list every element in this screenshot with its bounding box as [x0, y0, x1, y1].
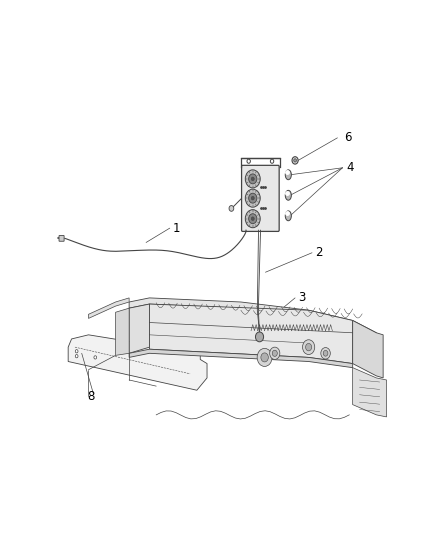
Circle shape: [256, 332, 264, 342]
Circle shape: [94, 356, 97, 359]
Polygon shape: [353, 368, 386, 417]
FancyBboxPatch shape: [242, 165, 279, 231]
Text: 3: 3: [298, 292, 306, 304]
Polygon shape: [129, 349, 353, 368]
Circle shape: [251, 196, 254, 200]
Polygon shape: [129, 304, 149, 353]
Circle shape: [229, 206, 234, 211]
Polygon shape: [149, 304, 353, 364]
Circle shape: [321, 348, 330, 359]
Circle shape: [75, 350, 78, 353]
Circle shape: [245, 170, 260, 188]
Text: 6: 6: [344, 131, 352, 144]
Circle shape: [75, 354, 78, 358]
Circle shape: [245, 189, 260, 207]
Circle shape: [271, 159, 274, 163]
Circle shape: [249, 174, 257, 184]
Polygon shape: [129, 298, 376, 337]
Circle shape: [292, 157, 298, 164]
Text: 8: 8: [87, 390, 94, 403]
Text: 1: 1: [173, 222, 180, 235]
Ellipse shape: [285, 190, 291, 200]
Circle shape: [261, 353, 268, 362]
Circle shape: [272, 350, 277, 357]
Ellipse shape: [285, 211, 291, 221]
Circle shape: [251, 217, 254, 221]
FancyBboxPatch shape: [59, 236, 64, 241]
Circle shape: [294, 159, 296, 162]
Circle shape: [302, 340, 315, 354]
Circle shape: [245, 209, 260, 228]
Circle shape: [257, 349, 272, 366]
Polygon shape: [115, 308, 129, 356]
Text: 4: 4: [346, 161, 354, 174]
Circle shape: [247, 159, 250, 163]
Text: 2: 2: [316, 246, 323, 259]
Polygon shape: [353, 320, 383, 378]
Circle shape: [251, 177, 254, 181]
Ellipse shape: [285, 170, 291, 180]
Polygon shape: [88, 298, 129, 318]
Circle shape: [270, 347, 280, 359]
Circle shape: [249, 214, 257, 224]
Polygon shape: [68, 335, 207, 390]
Circle shape: [305, 343, 312, 351]
Circle shape: [249, 193, 257, 203]
Circle shape: [323, 350, 328, 356]
